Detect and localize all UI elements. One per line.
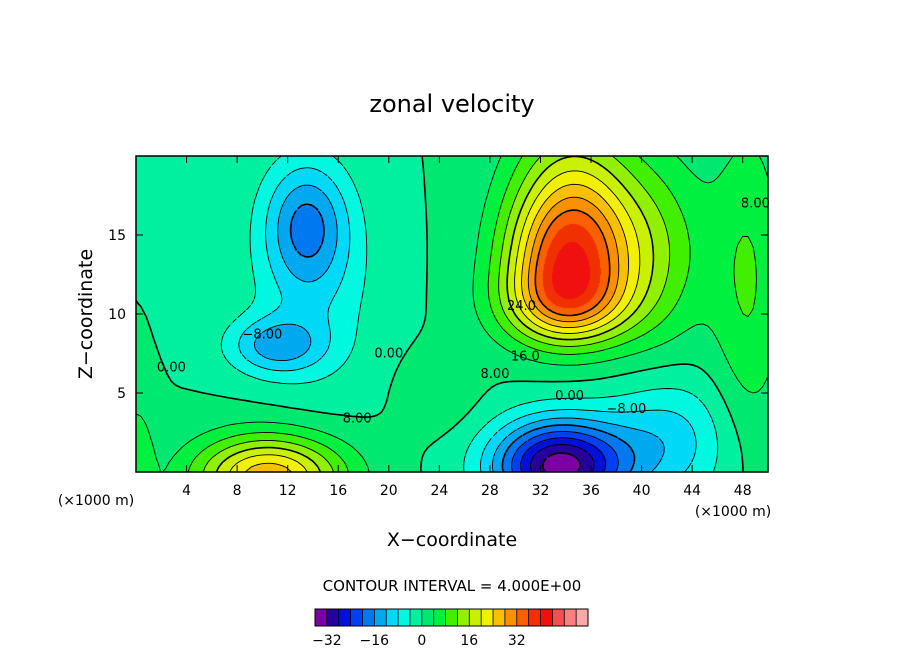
contour-line (253, 184, 665, 472)
colorbar-swatch (362, 609, 375, 626)
x-tick-label: 12 (279, 483, 297, 499)
contour-label: 0.00 (374, 347, 403, 362)
colorbar-swatch (552, 609, 565, 626)
colorbar-swatch (433, 609, 446, 626)
x-tick-label: 20 (380, 483, 398, 499)
x-tick-label: 44 (683, 483, 701, 499)
contour-line (534, 209, 611, 317)
contour-lines (136, 156, 768, 472)
y-tick-label: 15 (108, 228, 126, 244)
y-tick-label: 10 (108, 307, 126, 323)
colorbar-swatch (409, 609, 423, 626)
contour-line (220, 156, 719, 472)
contour-label: 8.00 (741, 196, 770, 211)
colorbar-tick-label: 16 (460, 633, 478, 649)
colorbar-swatch (326, 609, 340, 626)
colorbar-swatch (469, 609, 482, 626)
contour-line (187, 156, 757, 472)
contour-label: 0.00 (555, 389, 584, 404)
x-tick-label: 28 (481, 483, 499, 499)
colorbar-swatch (504, 609, 518, 626)
x-tick-label: 4 (182, 483, 191, 499)
x-tick-label: 16 (329, 483, 347, 499)
contour-line (289, 203, 636, 472)
contour-line (511, 430, 619, 472)
contour-line (527, 196, 620, 323)
colorbar-swatch (481, 609, 494, 626)
colorbar-swatch (457, 609, 470, 626)
colorbar-frame (314, 608, 589, 627)
contour-label: 16.0 (511, 350, 540, 365)
colorbar-swatch (315, 609, 328, 626)
x-tick-label: 48 (734, 483, 752, 499)
contour-line (229, 170, 641, 472)
contour-line (215, 156, 655, 472)
contour-line (529, 444, 595, 472)
plot-area: −8.000.000.008.0024.016.08.000.00−8.008.… (108, 155, 770, 499)
contour-interval: CONTOUR INTERVAL = 4.000E+00 (323, 577, 582, 595)
x-axis-ticks: 4 8 12 16 20 24 28 32 36 40 44 48 (182, 156, 752, 499)
colorbar-swatch (398, 609, 411, 626)
y-axis-ticks: 5 10 15 (108, 228, 768, 402)
colorbar-swatch (338, 609, 351, 626)
x-tick-label: 8 (233, 483, 242, 499)
contour-label: −8.00 (242, 328, 282, 343)
contour-line (202, 156, 671, 472)
colorbar-swatch (540, 609, 553, 626)
colorbar-swatch (528, 609, 541, 626)
contour-label: 8.00 (343, 411, 372, 426)
x-tick-label: 32 (532, 483, 550, 499)
contour-label: −8.00 (606, 402, 646, 417)
colorbar-swatch (576, 609, 589, 626)
x-tick-label: 40 (633, 483, 651, 499)
x-axis-title: X−coordinate (387, 529, 517, 551)
y-axis-unit: (×1000 m) (58, 493, 134, 509)
colorbar-swatch (445, 609, 458, 626)
contour-line (520, 437, 607, 472)
colorbar-swatch (421, 609, 434, 626)
colorbar-swatch (493, 609, 506, 626)
contour-labels: −8.000.000.008.0024.016.08.000.00−8.008.… (157, 196, 770, 426)
colorbar-tick-label: 0 (417, 633, 426, 649)
colorbar-swatch (350, 609, 363, 626)
contour-line (541, 452, 581, 472)
chart-title: zonal velocity (369, 90, 534, 118)
colorbar-tick-label: 32 (508, 633, 526, 649)
colorbar-tick-label: −32 (312, 633, 342, 649)
contour-label: 8.00 (481, 367, 510, 382)
y-tick-label: 5 (117, 386, 126, 402)
colorbar-swatch (386, 609, 399, 626)
contour-label: 24.0 (507, 299, 536, 314)
y-axis-title: Z−coordinate (75, 249, 97, 379)
colorbar-tick-label: −16 (360, 633, 390, 649)
colorbar-swatch (374, 609, 387, 626)
x-axis-unit: (×1000 m) (695, 504, 771, 520)
contour-line (136, 156, 744, 472)
x-tick-label: 24 (430, 483, 448, 499)
contour-line (136, 156, 768, 472)
colorbar-swatch (564, 609, 577, 626)
colorbar-swatch (516, 609, 529, 626)
contour-label: 0.00 (157, 361, 186, 376)
contour-line (238, 167, 697, 472)
x-tick-label: 36 (582, 483, 600, 499)
colorbar: −32 −16 0 16 32 (312, 608, 589, 649)
